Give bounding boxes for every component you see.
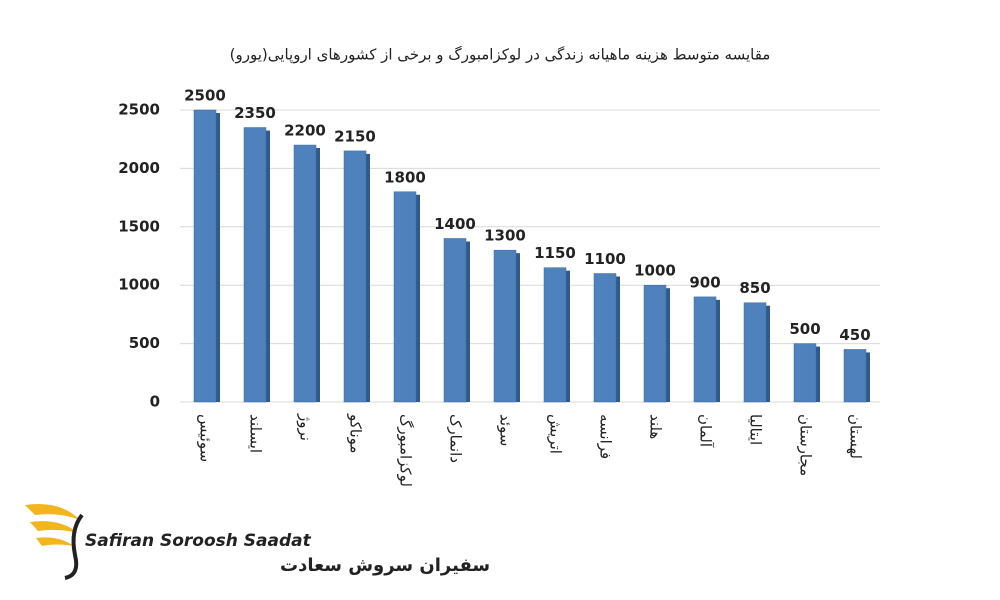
- value-label: 500: [789, 320, 820, 338]
- bar: [343, 150, 367, 403]
- bar: [543, 267, 567, 403]
- bar: [593, 273, 617, 403]
- value-label: 2500: [184, 87, 226, 105]
- bar: [743, 302, 767, 403]
- x-tick-label: لوکزامبورگ: [397, 414, 415, 487]
- bar-side: [516, 253, 520, 402]
- chart-title: مقایسه متوسط هزینه ماهیانه زندگی در لوکز…: [230, 46, 771, 65]
- bar: [243, 127, 267, 403]
- bar-side: [716, 299, 720, 402]
- x-tick-label: اتریش: [547, 414, 565, 454]
- bar-side: [266, 130, 270, 402]
- bar-side: [566, 270, 570, 402]
- x-tick-label: سوئیس: [197, 414, 215, 462]
- y-tick-label: 2500: [118, 101, 160, 119]
- x-tick-label: مجارستان: [797, 414, 815, 476]
- bar-side: [416, 194, 420, 402]
- x-tick-label: فرانسه: [597, 414, 615, 459]
- x-tick-label: آلمان: [697, 414, 715, 448]
- value-label: 2150: [334, 127, 376, 145]
- logo-neck: [64, 513, 84, 580]
- x-tick-label: دانمارک: [447, 414, 465, 463]
- y-tick-label: 500: [129, 334, 160, 352]
- y-tick-label: 1500: [118, 217, 160, 235]
- y-tick-label: 0: [150, 393, 160, 411]
- bar: [843, 349, 867, 403]
- value-label: 450: [839, 326, 870, 344]
- bar-side: [866, 352, 870, 402]
- logo: Safiran Soroosh Saadat سفیران سروش سعادت: [25, 504, 490, 580]
- value-label: 1800: [384, 168, 426, 186]
- value-label: 2350: [234, 104, 276, 122]
- y-tick-label: 1000: [118, 276, 160, 294]
- bar-side: [766, 305, 770, 402]
- logo-persian: سفیران سروش سعادت: [280, 555, 490, 576]
- logo-latin: Safiran Soroosh Saadat: [85, 531, 312, 551]
- x-tick-label: ایتالیا: [747, 414, 765, 445]
- value-label: 1000: [634, 262, 676, 280]
- y-tick-label: 2000: [118, 159, 160, 177]
- bar-side: [616, 276, 620, 402]
- bar: [293, 144, 317, 403]
- bar-side: [316, 148, 320, 402]
- bar-side: [666, 288, 670, 402]
- x-tick-label: سوئد: [497, 414, 515, 446]
- bar: [193, 109, 217, 403]
- bar: [393, 191, 417, 403]
- value-label: 1150: [534, 244, 576, 262]
- value-label: 850: [739, 279, 770, 297]
- value-label: 1300: [484, 227, 526, 245]
- value-label: 1400: [434, 215, 476, 233]
- bar: [493, 249, 517, 403]
- bar: [443, 238, 467, 403]
- value-label: 900: [689, 273, 720, 291]
- logo-wings: [25, 504, 80, 546]
- x-tick-label: هلند: [647, 414, 665, 439]
- bar-side: [216, 113, 220, 402]
- bar-side: [366, 153, 370, 402]
- value-label: 1100: [584, 250, 626, 268]
- value-label: 2200: [284, 122, 326, 140]
- x-tick-label: لهستان: [847, 414, 865, 459]
- bar-side: [466, 241, 470, 402]
- bar-side: [816, 346, 820, 402]
- bar: [793, 343, 817, 403]
- bar: [643, 284, 667, 403]
- x-tick-label: موناکو: [347, 413, 365, 453]
- bar: [693, 296, 717, 403]
- x-tick-label: ایسلند: [247, 414, 265, 453]
- x-tick-label: نروژ: [297, 413, 315, 441]
